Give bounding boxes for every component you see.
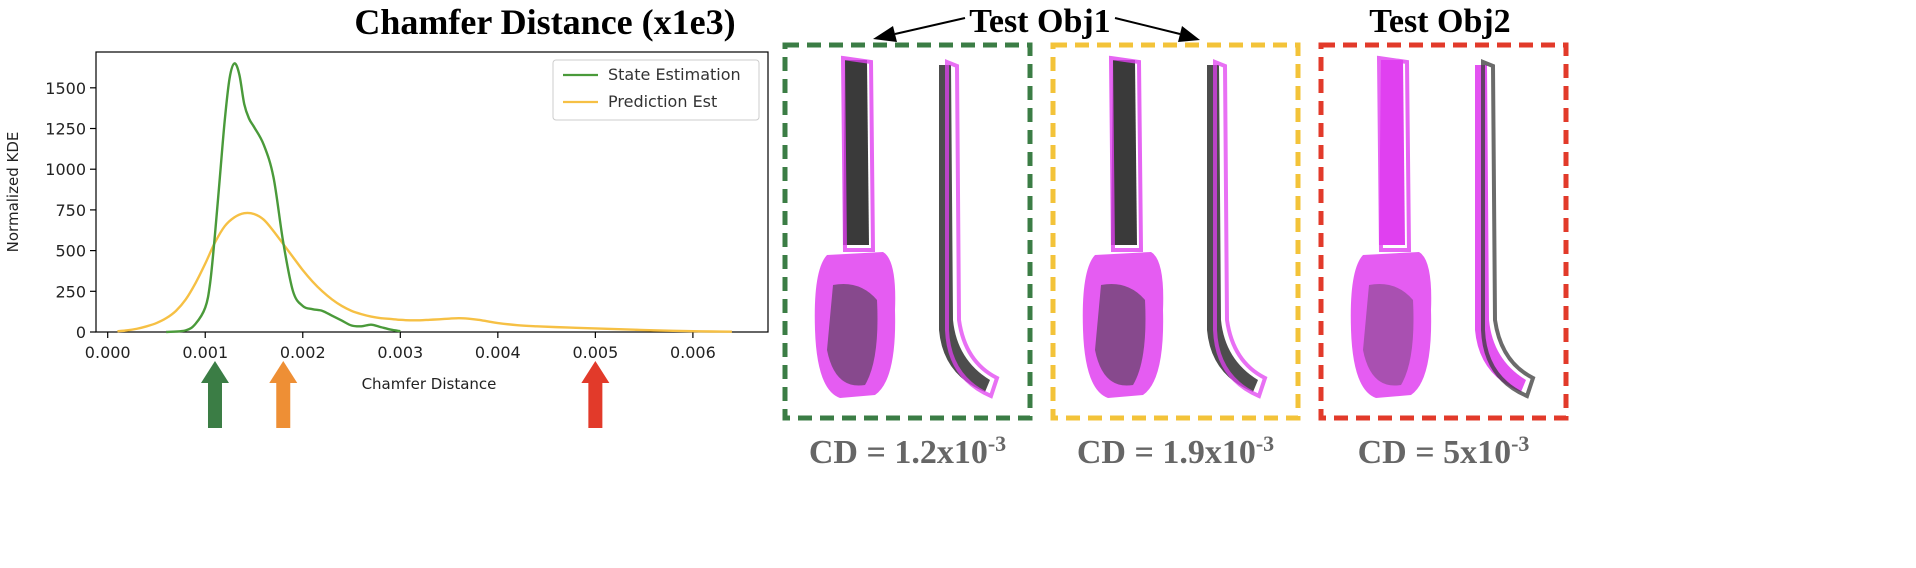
axes-frame	[95, 51, 769, 333]
x-axis-label: Chamfer Distance	[362, 375, 497, 393]
legend-label-prediction-est: Prediction Est	[608, 92, 717, 111]
y-tick-label: 1500	[45, 79, 86, 98]
x-tick-label: 0.004	[475, 343, 521, 362]
legend-label-state-estimation: State Estimation	[608, 65, 741, 84]
spoon-front-view	[814, 55, 896, 398]
cd-caption-exponent: -3	[988, 431, 1006, 456]
marker-arrowhead	[269, 361, 298, 383]
spoon-handle	[843, 60, 869, 245]
y-tick-label: 1250	[45, 120, 86, 139]
legend: State Estimation Prediction Est	[552, 59, 760, 121]
group-label-test-obj2: Test Obj2	[1369, 3, 1510, 40]
x-ticks: 0.000 0.001 0.002 0.003 0.004 0.005 0.006	[85, 332, 716, 362]
object-boxes: CD = 1.2x10-3 CD = 1.9x10-3 CD = 5x10-3	[782, 42, 1569, 471]
spoon-front-view	[1082, 55, 1164, 398]
chart-title: Chamfer Distance (x1e3)	[354, 2, 735, 42]
object-box-2: CD = 1.9x10-3	[1050, 42, 1301, 471]
legend-box	[552, 59, 760, 121]
spoon-side-view	[1207, 59, 1268, 399]
y-ticks: 0 250 500 750 1000 1250 1500	[45, 79, 96, 342]
y-tick-label: 250	[55, 282, 86, 301]
pointer-arrows	[873, 17, 1200, 42]
spoon-side-view	[1475, 59, 1536, 399]
spoon-side-view	[939, 59, 1000, 399]
pointer-arrowhead-right	[1178, 26, 1200, 42]
spoon-side-body	[939, 65, 990, 392]
spoon-side-outline	[1481, 59, 1536, 399]
dashed-frame	[1318, 42, 1569, 421]
dashed-frame	[1050, 42, 1301, 421]
series-line-state-estimation	[166, 62, 401, 334]
object-comparison-panel: Test Obj1 Test Obj2 CD = 1.2x10-3 CD = 1.…	[782, 3, 1569, 471]
spoon-handle-outline	[840, 55, 876, 252]
y-tick-label: 1000	[45, 160, 86, 179]
cd-caption: CD = 1.2x10-3	[809, 431, 1006, 471]
x-tick-label: 0.002	[280, 343, 326, 362]
kde-plot: 0.000 0.001 0.002 0.003 0.004 0.005 0.006 0 250…	[4, 51, 769, 428]
y-tick-label: 0	[76, 323, 86, 342]
cd-caption-text: CD = 1.2x10	[809, 434, 988, 471]
cd-caption-exponent: -3	[1256, 431, 1274, 456]
series-line-prediction-est	[117, 211, 732, 333]
cd-caption-text: CD = 5x10	[1358, 434, 1511, 471]
x-tick-label: 0.003	[377, 343, 423, 362]
spoon-bowl	[1350, 252, 1432, 398]
marker-arrow-shaft	[207, 383, 222, 428]
y-tick-label: 500	[55, 242, 86, 261]
marker-arrow-shaft	[588, 383, 603, 428]
spoon-handle-outline	[1376, 55, 1412, 252]
cd-caption: CD = 5x10-3	[1358, 431, 1530, 471]
spoon-bowl-shadow	[1095, 284, 1146, 386]
marker-arrows	[200, 361, 610, 428]
x-tick-label: 0.005	[572, 343, 618, 362]
spoon-front-view	[1350, 55, 1432, 398]
dashed-frame	[782, 42, 1033, 421]
pointer-arrow-left	[894, 17, 966, 35]
spoon-side-outline	[1213, 59, 1268, 399]
pointer-arrow-right	[1114, 17, 1181, 35]
spoon-side-body	[1475, 65, 1526, 392]
group-label-test-obj1: Test Obj1	[969, 3, 1110, 40]
spoon-handle	[1111, 60, 1137, 245]
object-box-1: CD = 1.2x10-3	[782, 42, 1033, 471]
spoon-bowl-shadow	[827, 284, 878, 386]
cd-caption-text: CD = 1.9x10	[1077, 434, 1256, 471]
spoon-bowl-shadow	[1363, 284, 1414, 386]
marker-arrowhead	[200, 361, 229, 383]
y-tick-label: 750	[55, 201, 86, 220]
pointer-arrowhead-left	[873, 26, 897, 42]
cd-caption: CD = 1.9x10-3	[1077, 431, 1274, 471]
x-tick-label: 0.000	[85, 343, 131, 362]
spoon-handle	[1379, 60, 1405, 245]
cd-caption-exponent: -3	[1511, 431, 1529, 456]
x-tick-label: 0.001	[182, 343, 228, 362]
x-tick-label: 0.006	[670, 343, 716, 362]
y-axis-label: Normalized KDE	[4, 132, 22, 253]
series-group	[117, 62, 732, 334]
object-box-3: CD = 5x10-3	[1318, 42, 1569, 471]
marker-arrowhead	[581, 361, 610, 383]
spoon-side-body	[1207, 65, 1258, 392]
spoon-side-outline	[945, 59, 1000, 399]
marker-arrow-shaft	[276, 383, 291, 428]
spoon-handle-outline	[1108, 55, 1144, 252]
